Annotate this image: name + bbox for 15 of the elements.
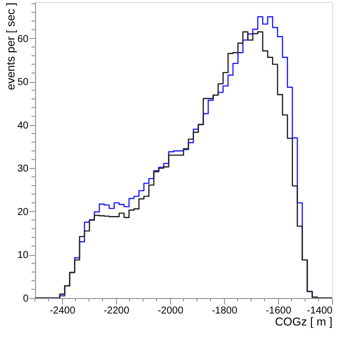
y-tick-label: 30 — [17, 164, 29, 175]
y-tick-label: 20 — [17, 206, 29, 218]
y-axis-title: events per [ sec ] — [5, 2, 18, 90]
y-tick-label: 40 — [17, 120, 29, 132]
y-tick-label: 60 — [17, 34, 29, 45]
x-tick-label: -1400 — [306, 306, 333, 316]
x-tick-label: -2000 — [158, 306, 184, 316]
y-tick-label: 0 — [22, 294, 29, 304]
x-tick-label: -1600 — [266, 306, 292, 316]
y-tick-label: 10 — [17, 250, 29, 262]
x-tick-label: -1800 — [212, 306, 238, 316]
x-tick-label: -2400 — [50, 306, 76, 316]
y-tick-label: 50 — [17, 77, 29, 88]
x-tick-label: -2200 — [104, 306, 130, 316]
x-axis-title: COGz [ m ] — [275, 316, 332, 328]
